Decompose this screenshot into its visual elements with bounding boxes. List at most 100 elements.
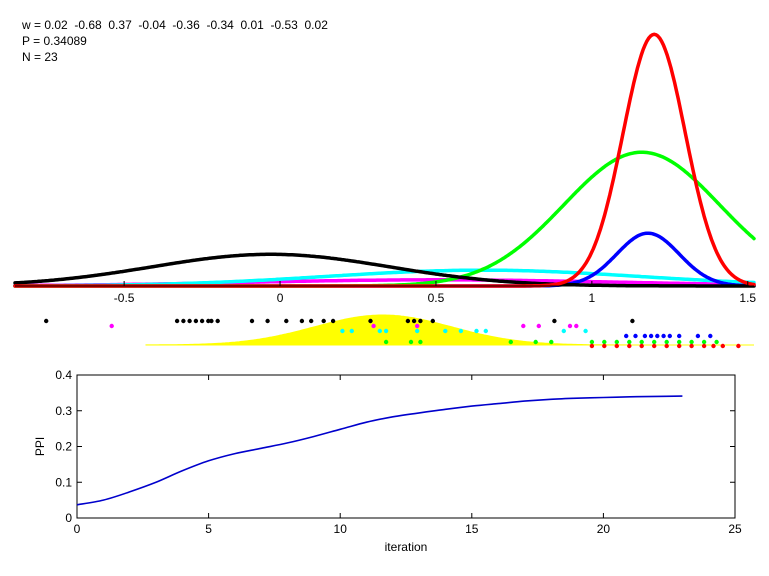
sample-point-black <box>368 318 373 324</box>
sample-point-blue <box>624 333 629 339</box>
sample-point-magenta <box>415 323 420 329</box>
sample-point-black <box>193 318 199 324</box>
sample-point-black <box>630 318 635 324</box>
sample-point-blue <box>661 333 666 339</box>
sample-point-black <box>330 318 336 324</box>
sample-point-magenta <box>521 323 526 329</box>
sample-point-black <box>199 318 205 324</box>
ppi-y-tick-label: 0.3 <box>55 404 72 418</box>
sample-point-red <box>664 343 669 349</box>
sample-point-green <box>408 339 414 345</box>
sample-point-black <box>299 318 305 324</box>
sample-point-green <box>589 339 595 345</box>
sample-point-black <box>44 318 49 324</box>
ppi-y-tick-label: 0.4 <box>55 368 72 382</box>
ppi-readout: P = 0.34089 <box>22 34 87 48</box>
density-x-tick-label: -0.5 <box>114 291 135 305</box>
density-curve-red <box>13 32 756 288</box>
sample-point-black <box>187 318 192 324</box>
sample-point-green <box>508 339 513 345</box>
sample-point-blue <box>677 333 682 339</box>
sample-point-blue <box>667 333 672 339</box>
sample-point-green <box>677 339 682 345</box>
sample-point-green <box>689 339 694 345</box>
sample-point-cyan <box>415 328 420 334</box>
sample-point-blue <box>655 333 660 339</box>
sample-point-blue <box>633 333 638 339</box>
ppi-y-tick-label: 0 <box>65 511 72 525</box>
sample-point-green <box>714 339 719 345</box>
sample-point-red <box>701 343 707 349</box>
density-x-tick-label: 1.5 <box>739 291 756 305</box>
sample-point-cyan <box>349 328 354 334</box>
sample-point-black <box>418 318 423 324</box>
sample-point-green <box>533 339 538 345</box>
sample-point-blue <box>695 333 701 339</box>
density-x-tick-label: 1 <box>589 291 596 305</box>
sample-point-black <box>552 318 557 324</box>
sample-point-black <box>215 318 220 324</box>
sample-point-cyan <box>340 328 345 334</box>
ppi-axes-box <box>76 374 736 519</box>
iteration-count-readout: N = 23 <box>22 50 58 64</box>
sample-point-black <box>309 318 314 324</box>
ppi-x-tick-label: 25 <box>728 522 742 536</box>
sample-point-cyan <box>377 328 382 334</box>
density-x-tick-label: 0 <box>277 291 284 305</box>
sample-point-red <box>602 343 607 349</box>
sample-point-black <box>209 318 214 324</box>
sample-point-magenta <box>371 323 376 329</box>
sample-point-red <box>614 343 619 349</box>
sample-point-black <box>430 318 435 324</box>
sample-point-green <box>614 339 619 345</box>
sample-point-red <box>736 343 741 349</box>
ppi-plot: 0 5 10 15 20 25 0 0.1 0.2 0.3 0.4 iteration PPI <box>33 368 742 554</box>
density-plot: -0.5 0 0.5 1 1.5 <box>13 32 756 305</box>
sample-point-green <box>383 339 389 345</box>
ppi-y-tick-label: 0.2 <box>55 440 72 454</box>
ppi-series-line <box>76 395 683 506</box>
sample-point-red <box>720 343 725 349</box>
sample-point-blue <box>648 333 654 339</box>
sample-point-magenta <box>574 323 579 329</box>
sample-point-cyan <box>583 328 588 334</box>
sample-point-red <box>589 343 595 349</box>
density-x-tick-label: 0.5 <box>428 291 445 305</box>
sample-point-green <box>627 339 632 345</box>
sample-point-cyan <box>443 328 448 334</box>
sample-point-black <box>206 318 211 324</box>
sample-point-green <box>664 339 669 345</box>
sample-point-black <box>265 318 270 324</box>
sample-point-black <box>249 318 255 324</box>
sample-point-cyan <box>458 328 464 334</box>
ppi-x-tick-label: 10 <box>334 522 348 536</box>
ppi-y-axis-label: PPI <box>33 437 47 456</box>
sample-point-blue <box>642 333 648 339</box>
sample-density-fill <box>145 314 754 346</box>
sample-point-black <box>174 318 180 324</box>
ppi-x-tick-label: 5 <box>205 522 212 536</box>
sample-point-green <box>652 339 657 345</box>
sample-point-red <box>652 343 657 349</box>
sample-point-green <box>701 339 707 345</box>
ppi-x-tick-label: 20 <box>597 522 611 536</box>
sample-point-cyan <box>383 328 389 334</box>
sample-point-black <box>181 318 186 324</box>
sample-point-red <box>711 343 716 349</box>
sample-point-black <box>405 318 411 324</box>
sample-strip <box>44 314 754 349</box>
ppi-y-tick-label: 0.1 <box>55 475 72 489</box>
sample-point-green <box>549 339 554 345</box>
sample-point-black <box>321 318 326 324</box>
sample-point-red <box>689 343 694 349</box>
sample-point-magenta <box>536 323 541 329</box>
sample-point-magenta <box>567 323 573 329</box>
sample-point-magenta <box>109 323 114 329</box>
sample-point-blue <box>708 333 713 339</box>
sample-point-green <box>602 339 607 345</box>
sample-point-cyan <box>561 328 566 334</box>
sample-point-red <box>639 343 644 349</box>
sample-point-red <box>677 343 682 349</box>
sample-point-green <box>639 339 644 345</box>
